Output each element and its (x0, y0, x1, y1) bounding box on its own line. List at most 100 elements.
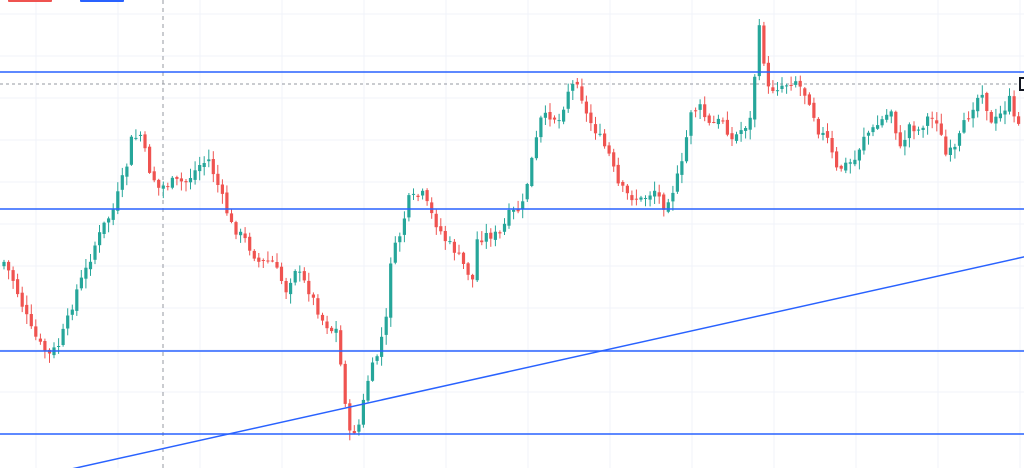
candle-up (821, 132, 825, 135)
candle-down (275, 262, 279, 268)
candle-up (1007, 95, 1012, 112)
candle-up (120, 175, 124, 190)
candle-down (38, 338, 42, 342)
candle-down (725, 119, 729, 135)
candle-up (107, 218, 111, 223)
candle-up (202, 163, 206, 167)
candle-up (2, 261, 6, 267)
candle-down (311, 294, 315, 298)
candle-down (261, 260, 265, 261)
candle-up (484, 233, 488, 242)
legend-blue-swatch (80, 0, 124, 2)
candle-up (953, 146, 957, 150)
candle-down (930, 117, 934, 119)
candle-down (593, 124, 598, 134)
candle-up (980, 94, 984, 98)
candle-up (521, 201, 525, 210)
candle-down (184, 181, 188, 183)
candle-down (343, 363, 347, 404)
candle-down (284, 281, 288, 293)
candle-up (866, 132, 871, 136)
candle-down (11, 270, 15, 281)
candle-up (507, 210, 511, 226)
candle-up (871, 127, 875, 133)
candle-down (325, 321, 329, 329)
candle-up (876, 125, 880, 129)
candle-up (903, 139, 907, 147)
candle-up (512, 209, 516, 212)
candle-up (885, 114, 889, 120)
candle-down (835, 151, 839, 168)
candle-up (380, 336, 384, 357)
candle-up (998, 113, 1002, 119)
candle-down (939, 123, 943, 135)
candle-up (907, 124, 911, 139)
candle-down (452, 241, 456, 253)
horizontal-levels[interactable] (0, 71, 1024, 435)
candle-up (848, 162, 852, 164)
candle-up (775, 90, 780, 92)
candle-down (143, 134, 147, 149)
candle-down (34, 326, 38, 337)
candle-down (1017, 116, 1021, 124)
candle-up (666, 202, 670, 212)
candle-up (680, 161, 684, 175)
candle-down (803, 88, 807, 96)
candle-down (457, 252, 461, 254)
candle-down (330, 327, 334, 332)
candle-down (616, 164, 620, 184)
price-label-marker[interactable] (1019, 77, 1024, 91)
candle-up (375, 356, 379, 361)
candle-up (780, 85, 784, 89)
candle-up (88, 261, 93, 270)
candle-up (298, 271, 302, 273)
candle-up (57, 346, 61, 347)
candle-up (98, 232, 102, 246)
candle-down (621, 182, 625, 186)
candle-up (948, 147, 952, 155)
candle-down (229, 213, 234, 222)
candle-up (239, 231, 243, 236)
candle-up (207, 159, 211, 162)
candle-up (407, 195, 411, 218)
candle-up (161, 185, 165, 189)
candle-up (744, 128, 748, 131)
legend-red-swatch (8, 0, 52, 2)
candle-down (234, 222, 238, 235)
candle-down (339, 330, 343, 365)
candle-up (75, 289, 79, 311)
candle-up (129, 136, 133, 165)
candle-up (862, 136, 866, 151)
candle-down (416, 195, 420, 197)
candle-up (571, 83, 575, 91)
trend-line[interactable] (4, 251, 1024, 468)
candle-up (293, 271, 297, 283)
candle-down (243, 233, 247, 239)
candle-up (411, 193, 416, 195)
candle-down (721, 120, 725, 122)
candle-down (266, 260, 270, 262)
candle-up (198, 165, 202, 172)
candle-up (889, 111, 893, 117)
candle-down (552, 117, 557, 120)
candle-down (220, 184, 224, 194)
candle-up (844, 162, 848, 171)
candle-up (639, 197, 643, 200)
candle-down (707, 115, 711, 123)
candle-up (125, 166, 129, 177)
candle-down (830, 138, 834, 153)
candle-down (302, 271, 306, 281)
candle-down (29, 314, 33, 327)
candle-up (857, 149, 861, 161)
candle-up (61, 328, 65, 345)
candle-down (516, 209, 520, 212)
candle-down (575, 81, 579, 85)
candle-down (548, 112, 552, 120)
candle-down (612, 152, 616, 167)
candles (2, 19, 1021, 441)
candle-up (334, 328, 338, 333)
candle-up (971, 109, 975, 119)
